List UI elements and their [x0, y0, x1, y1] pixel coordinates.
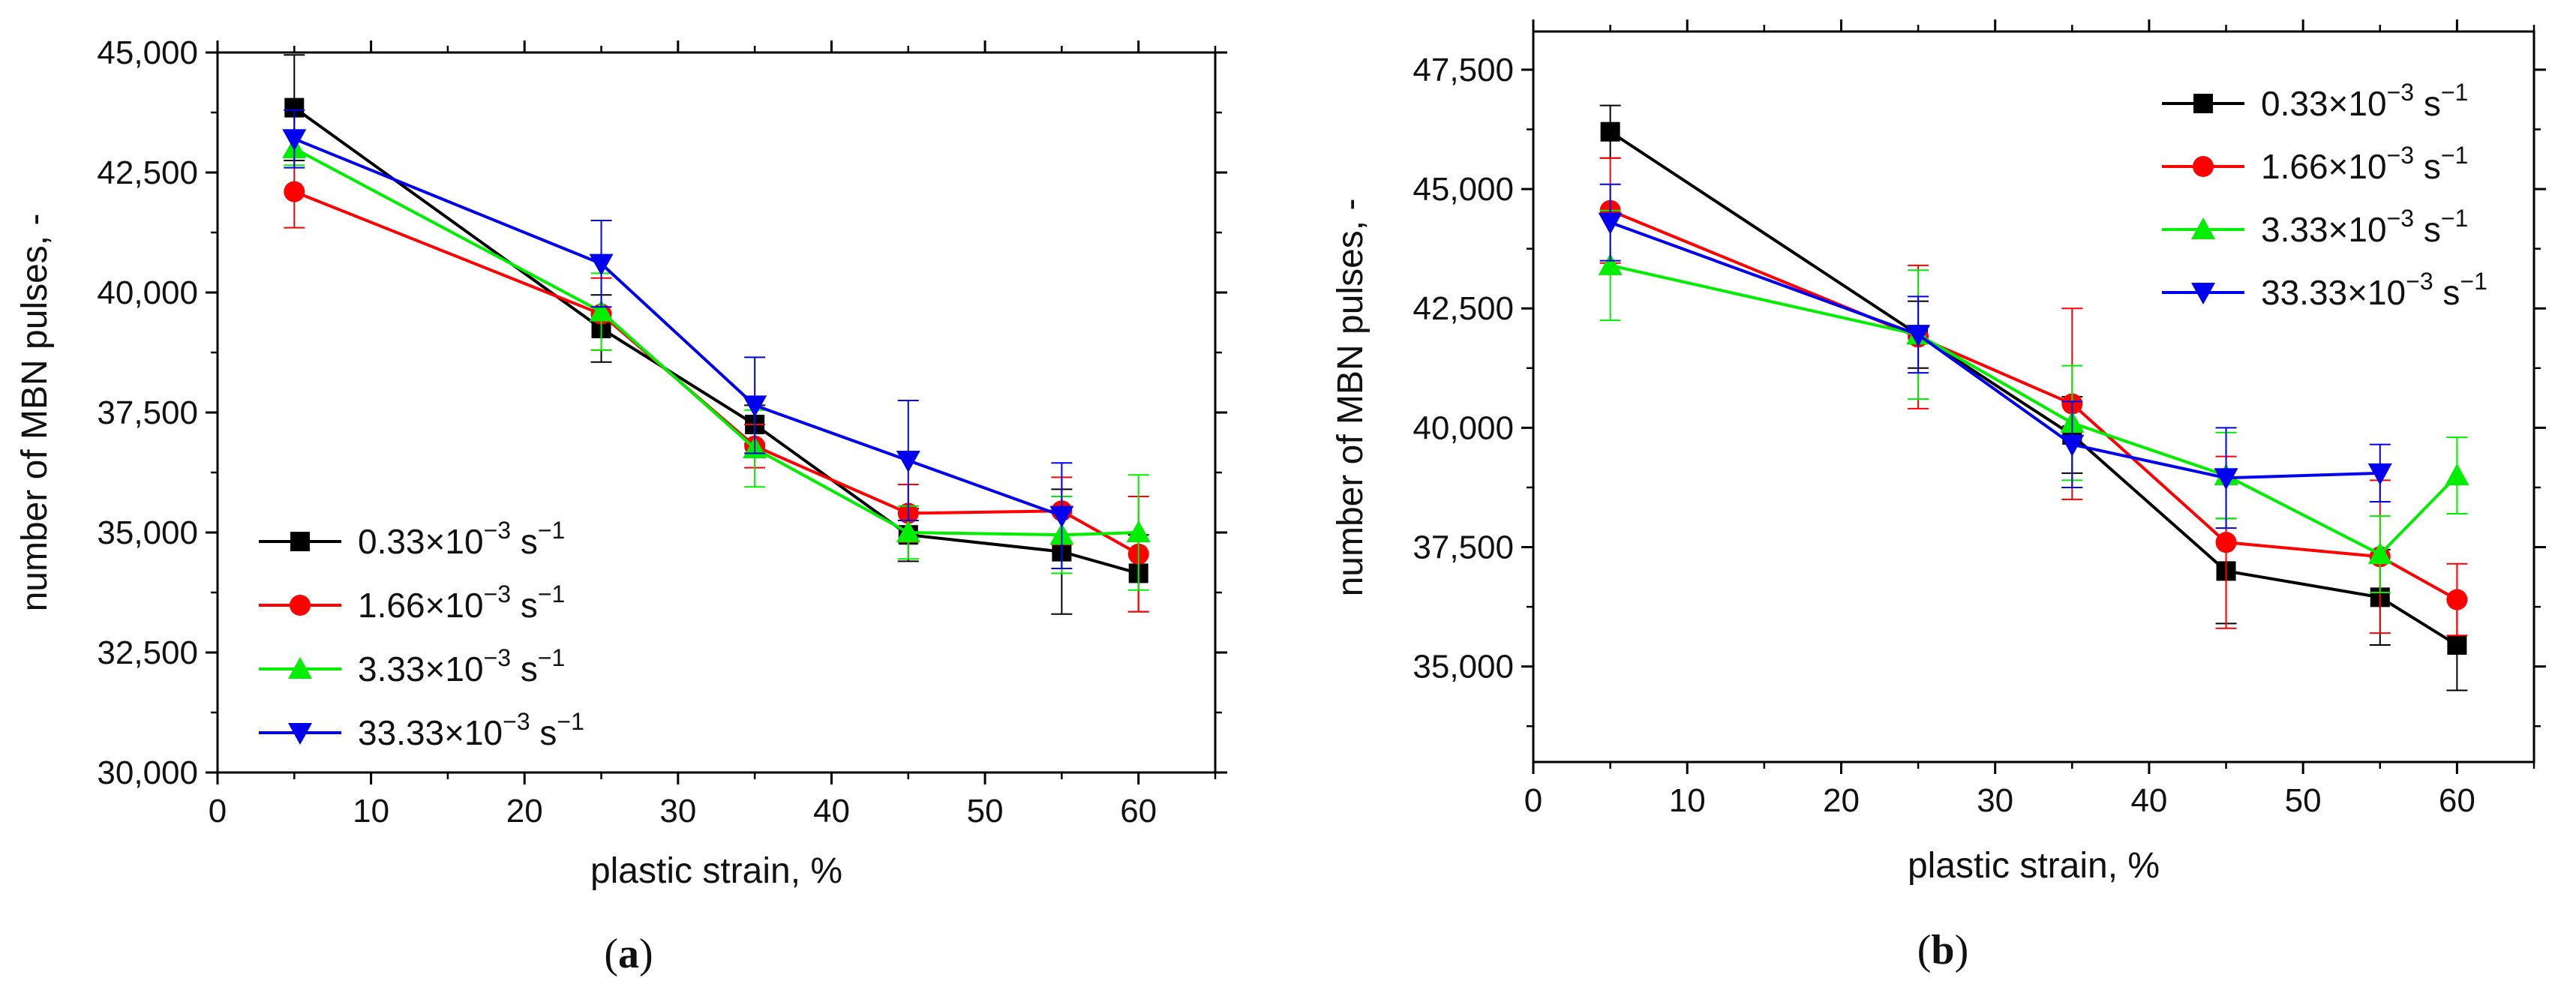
x-tick-label: 60: [1120, 793, 1157, 830]
series-line: [293, 147, 1139, 537]
data-point: [2447, 635, 2467, 656]
y-tick-label: 37,500: [97, 394, 198, 431]
y-tick-label: 30,000: [97, 754, 198, 791]
data-point: [1600, 122, 1620, 142]
data-point: [1906, 325, 1931, 347]
legend-marker: [2193, 94, 2213, 113]
legend-entry: 1.66×10−3 s−1: [2261, 142, 2468, 186]
series-line: [1609, 220, 2380, 480]
data-point: [589, 299, 614, 322]
series-line: [293, 190, 1139, 556]
data-point: [896, 520, 920, 542]
legend-entry: 33.33×10−3 s−1: [2261, 268, 2487, 312]
x-tick-label: 0: [209, 793, 227, 830]
y-tick-label: 35,000: [1413, 649, 1514, 686]
legend-marker: [290, 595, 311, 616]
series-0: [1599, 104, 2468, 692]
legend-marker: [290, 532, 310, 551]
x-tick-label: 30: [659, 793, 696, 830]
legend-entry: 0.33×10−3 s−1: [358, 517, 565, 561]
plot-frame: [1532, 30, 2535, 764]
y-axis-label: number of MBN pulses, -: [1331, 199, 1371, 597]
y-tick-label: 37,500: [1413, 530, 1514, 566]
data-point: [2060, 434, 2085, 457]
series-line: [1610, 263, 2458, 556]
x-tick-label: 10: [1669, 782, 1706, 819]
x-axis-label: plastic strain, %: [1908, 846, 2160, 886]
data-point: [1126, 520, 1151, 542]
legend-marker: [2191, 218, 2215, 239]
x-tick-label: 0: [1524, 782, 1542, 819]
x-tick-label: 30: [1977, 782, 2013, 819]
y-tick-label: 40,000: [97, 274, 198, 311]
series-3: [1598, 183, 2392, 530]
chart-panel-b: 0 10 20 30 40 50 60 35,000 37,500 40,000 42,500 45,…: [1331, 20, 2546, 974]
x-tick-label: 10: [353, 793, 389, 830]
data-point: [2214, 468, 2238, 490]
y-axis-label: number of MBN pulses, -: [15, 214, 55, 612]
legend-entry: 1.66×10−3 s−1: [358, 580, 565, 625]
y-tick-label: 45,000: [1413, 171, 1514, 208]
panel-label: (b): [1917, 927, 1968, 974]
legend-marker: [2191, 283, 2215, 304]
series-3: [282, 109, 1074, 569]
x-tick-label: 50: [967, 793, 1004, 830]
data-point: [282, 129, 307, 152]
legend: 0.33×10−3 s−1 1.66×10−3 s−1 3.33×10−3 s−1 3…: [2162, 79, 2487, 312]
y-tick-label: 42,500: [1413, 290, 1514, 327]
data-point: [2445, 464, 2469, 486]
y-tick-label: 45,000: [97, 34, 198, 71]
y-tick-label: 32,500: [97, 634, 198, 671]
legend-entry: 3.33×10−3 s−1: [2261, 205, 2468, 249]
y-tick-label: 35,000: [97, 514, 198, 551]
data-point: [589, 254, 614, 276]
data-point: [896, 451, 920, 472]
legend-entry: 33.33×10−3 s−1: [358, 708, 584, 752]
legend-entry: 3.33×10−3 s−1: [358, 644, 565, 688]
data-point: [743, 395, 767, 418]
legend: 0.33×10−3 s−1 1.66×10−3 s−1 3.33×10−3 s−1 3…: [259, 517, 584, 752]
x-axis-label: plastic strain, %: [590, 851, 842, 891]
series-2: [1598, 209, 2469, 594]
legend-marker: [288, 657, 312, 679]
y-tick-label: 47,500: [1413, 52, 1514, 88]
x-tick-label: 20: [506, 793, 543, 830]
data-point: [1598, 253, 1623, 275]
data-point: [2215, 532, 2237, 554]
data-point: [2446, 589, 2468, 610]
legend-entry: 0.33×10−3 s−1: [2261, 79, 2468, 123]
data-point: [284, 181, 305, 202]
data-point: [2367, 542, 2392, 565]
chart-panel-a: 0 10 20 30 40 50 60 30,000 32,500 35,000 37,500 40,…: [15, 34, 1227, 977]
x-tick-label: 50: [2285, 782, 2322, 819]
data-point: [1598, 212, 1623, 235]
series-line: [293, 137, 1063, 518]
legend-marker: [288, 723, 312, 745]
x-tick-label: 40: [2130, 782, 2167, 819]
panel-label: (a): [604, 931, 653, 977]
x-tick-label: 20: [1823, 782, 1860, 819]
y-tick-label: 42,500: [97, 154, 198, 191]
series-line: [293, 106, 1139, 575]
x-tick-label: 60: [2439, 782, 2475, 819]
data-point: [2367, 463, 2392, 485]
legend-marker: [2193, 156, 2214, 177]
data-point: [1049, 506, 1074, 528]
x-tick-label: 40: [813, 793, 850, 830]
series-line: [1609, 130, 2458, 646]
y-tick-label: 40,000: [1413, 410, 1514, 446]
